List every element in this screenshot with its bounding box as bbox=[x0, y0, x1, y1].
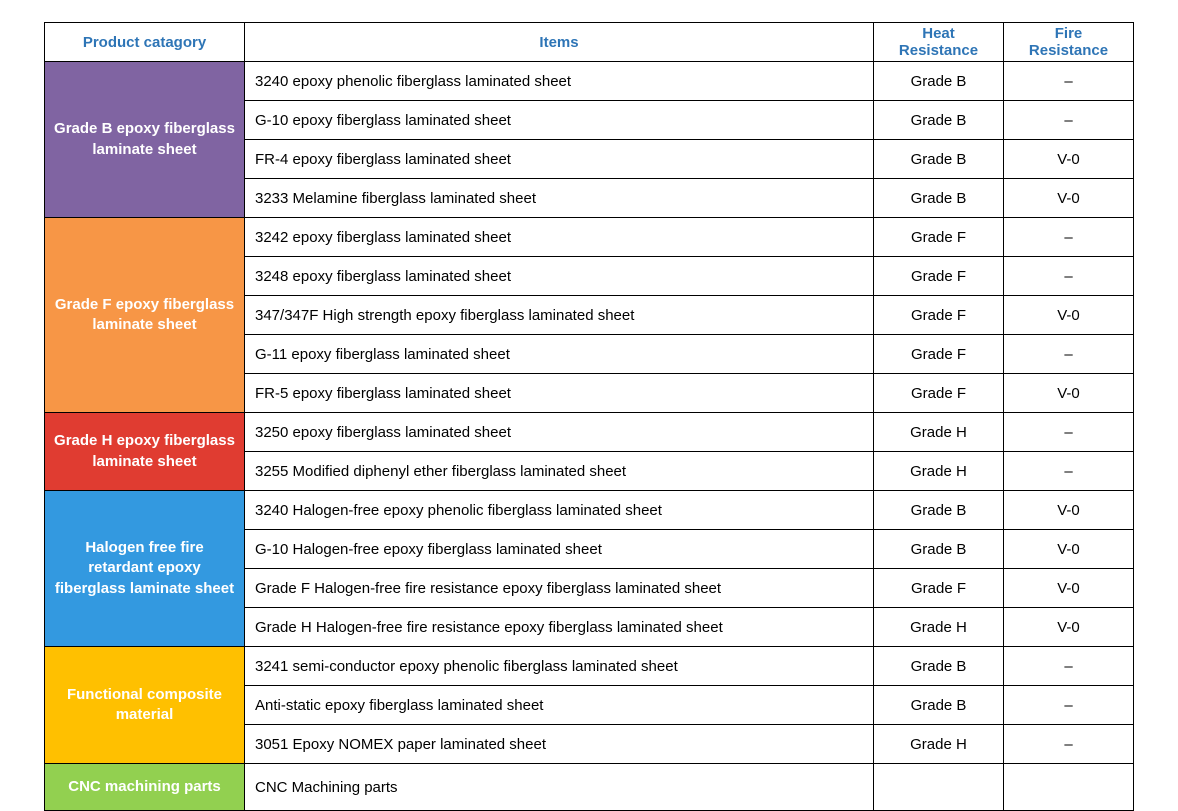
item-cell: FR-5 epoxy fiberglass laminated sheet bbox=[245, 374, 874, 413]
fire-cell: V-0 bbox=[1004, 296, 1134, 335]
table-header-row: Product catagory Items Heat Resistance F… bbox=[45, 23, 1134, 62]
table-body: Grade B epoxy fiberglass laminate sheet3… bbox=[45, 62, 1134, 811]
fire-cell: V-0 bbox=[1004, 179, 1134, 218]
item-cell: 347/347F High strength epoxy fiberglass … bbox=[245, 296, 874, 335]
heat-cell: Grade F bbox=[874, 257, 1004, 296]
fire-cell: V-0 bbox=[1004, 530, 1134, 569]
table-row: Functional composite material3241 semi-c… bbox=[45, 647, 1134, 686]
fire-cell bbox=[1004, 764, 1134, 811]
fire-cell: V-0 bbox=[1004, 374, 1134, 413]
table-row: Grade H epoxy fiberglass laminate sheet3… bbox=[45, 413, 1134, 452]
heat-cell: Grade B bbox=[874, 491, 1004, 530]
item-cell: G-11 epoxy fiberglass laminated sheet bbox=[245, 335, 874, 374]
header-heat: Heat Resistance bbox=[874, 23, 1004, 62]
category-cell: Halogen free fire retardant epoxy fiberg… bbox=[45, 491, 245, 647]
fire-cell: – bbox=[1004, 257, 1134, 296]
heat-cell: Grade F bbox=[874, 218, 1004, 257]
heat-cell: Grade F bbox=[874, 296, 1004, 335]
item-cell: 3240 Halogen-free epoxy phenolic fibergl… bbox=[245, 491, 874, 530]
heat-cell: Grade B bbox=[874, 101, 1004, 140]
item-cell: FR-4 epoxy fiberglass laminated sheet bbox=[245, 140, 874, 179]
heat-cell: Grade B bbox=[874, 530, 1004, 569]
fire-cell: V-0 bbox=[1004, 569, 1134, 608]
heat-cell: Grade B bbox=[874, 179, 1004, 218]
header-fire: Fire Resistance bbox=[1004, 23, 1134, 62]
heat-cell: Grade F bbox=[874, 335, 1004, 374]
heat-cell bbox=[874, 764, 1004, 811]
heat-cell: Grade H bbox=[874, 413, 1004, 452]
heat-cell: Grade B bbox=[874, 686, 1004, 725]
category-cell: Grade B epoxy fiberglass laminate sheet bbox=[45, 62, 245, 218]
item-cell: 3255 Modified diphenyl ether fiberglass … bbox=[245, 452, 874, 491]
fire-cell: – bbox=[1004, 101, 1134, 140]
item-cell: 3248 epoxy fiberglass laminated sheet bbox=[245, 257, 874, 296]
table-row: Grade F epoxy fiberglass laminate sheet3… bbox=[45, 218, 1134, 257]
fire-cell: – bbox=[1004, 335, 1134, 374]
item-cell: 3240 epoxy phenolic fiberglass laminated… bbox=[245, 62, 874, 101]
item-cell: G-10 epoxy fiberglass laminated sheet bbox=[245, 101, 874, 140]
item-cell: CNC Machining parts bbox=[245, 764, 874, 811]
fire-cell: – bbox=[1004, 218, 1134, 257]
header-category: Product catagory bbox=[45, 23, 245, 62]
fire-cell: V-0 bbox=[1004, 608, 1134, 647]
heat-cell: Grade B bbox=[874, 62, 1004, 101]
item-cell: Grade F Halogen-free fire resistance epo… bbox=[245, 569, 874, 608]
category-cell: CNC machining parts bbox=[45, 764, 245, 811]
item-cell: 3250 epoxy fiberglass laminated sheet bbox=[245, 413, 874, 452]
item-cell: Grade H Halogen-free fire resistance epo… bbox=[245, 608, 874, 647]
item-cell: 3242 epoxy fiberglass laminated sheet bbox=[245, 218, 874, 257]
category-cell: Grade H epoxy fiberglass laminate sheet bbox=[45, 413, 245, 491]
item-cell: G-10 Halogen-free epoxy fiberglass lamin… bbox=[245, 530, 874, 569]
heat-cell: Grade H bbox=[874, 725, 1004, 764]
fire-cell: – bbox=[1004, 413, 1134, 452]
heat-cell: Grade B bbox=[874, 140, 1004, 179]
heat-cell: Grade B bbox=[874, 647, 1004, 686]
heat-cell: Grade H bbox=[874, 452, 1004, 491]
table-row: Grade B epoxy fiberglass laminate sheet3… bbox=[45, 62, 1134, 101]
header-items: Items bbox=[245, 23, 874, 62]
heat-cell: Grade F bbox=[874, 569, 1004, 608]
table-row: CNC machining partsCNC Machining parts bbox=[45, 764, 1134, 811]
fire-cell: – bbox=[1004, 725, 1134, 764]
heat-cell: Grade H bbox=[874, 608, 1004, 647]
category-cell: Functional composite material bbox=[45, 647, 245, 764]
heat-cell: Grade F bbox=[874, 374, 1004, 413]
fire-cell: – bbox=[1004, 647, 1134, 686]
item-cell: 3241 semi-conductor epoxy phenolic fiber… bbox=[245, 647, 874, 686]
fire-cell: – bbox=[1004, 686, 1134, 725]
item-cell: Anti-static epoxy fiberglass laminated s… bbox=[245, 686, 874, 725]
item-cell: 3233 Melamine fiberglass laminated sheet bbox=[245, 179, 874, 218]
fire-cell: – bbox=[1004, 62, 1134, 101]
fire-cell: V-0 bbox=[1004, 491, 1134, 530]
product-table: Product catagory Items Heat Resistance F… bbox=[44, 22, 1134, 811]
item-cell: 3051 Epoxy NOMEX paper laminated sheet bbox=[245, 725, 874, 764]
table-row: Halogen free fire retardant epoxy fiberg… bbox=[45, 491, 1134, 530]
fire-cell: – bbox=[1004, 452, 1134, 491]
category-cell: Grade F epoxy fiberglass laminate sheet bbox=[45, 218, 245, 413]
fire-cell: V-0 bbox=[1004, 140, 1134, 179]
